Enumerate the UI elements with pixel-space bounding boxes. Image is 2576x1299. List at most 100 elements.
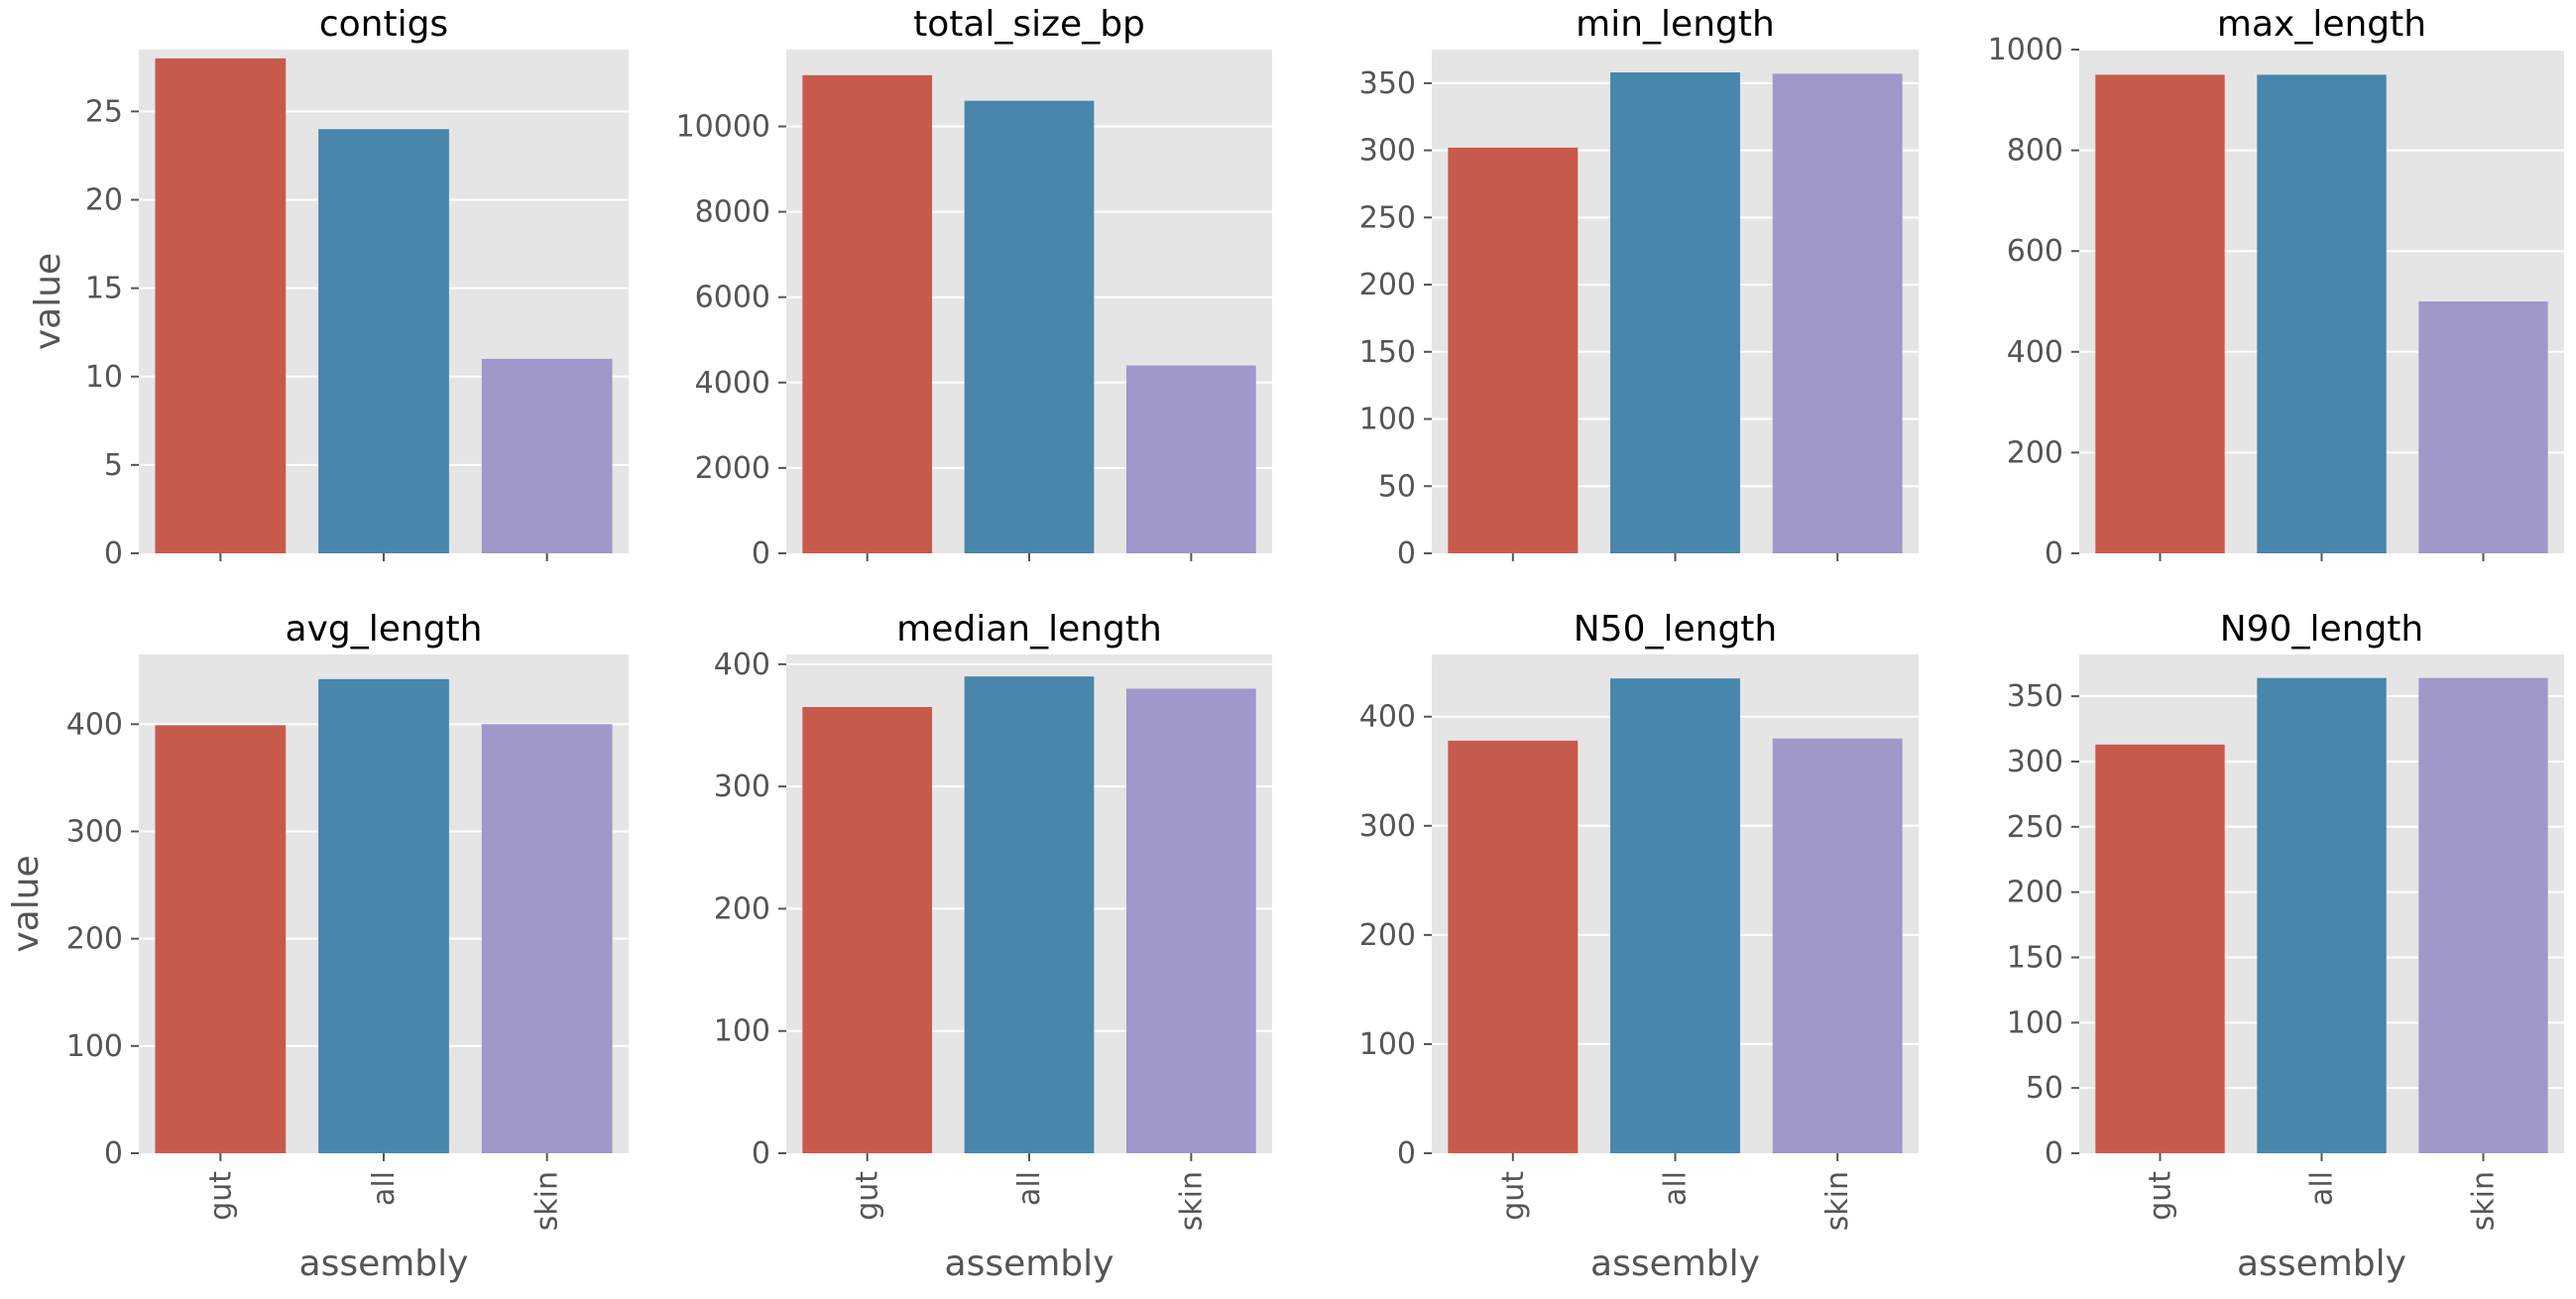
y-tick-label: 5 xyxy=(104,448,123,483)
bar-skin xyxy=(481,724,613,1153)
y-tick-label: 100 xyxy=(1359,1027,1416,1062)
x-tick-label: gut xyxy=(203,1171,238,1221)
y-tick-label: 0 xyxy=(752,1136,770,1171)
bar-all xyxy=(318,678,449,1153)
bar-all xyxy=(318,129,449,554)
y-tick-label: 50 xyxy=(1378,469,1416,504)
x-tick-label: gut xyxy=(1496,1171,1531,1221)
y-tick-label: 50 xyxy=(2026,1071,2063,1106)
y-tick-label: 20 xyxy=(85,183,123,218)
y-tick-label: 8000 xyxy=(695,195,770,230)
bar-all xyxy=(964,676,1095,1153)
y-tick-label: 150 xyxy=(2007,940,2063,975)
panel-title: max_length xyxy=(2217,4,2426,45)
panel-median_length: 0 100 200 300 400 gut all skin median_lengthasse… xyxy=(714,609,1272,1284)
y-tick-label: 0 xyxy=(752,536,770,571)
y-tick-label: 350 xyxy=(2007,679,2063,714)
bar-skin xyxy=(1126,365,1256,553)
bar-skin xyxy=(2418,677,2548,1153)
y-tick-label: 10000 xyxy=(676,109,770,144)
x-tick-label: all xyxy=(2305,1171,2340,1206)
y-tick-label: 350 xyxy=(1359,66,1416,101)
x-tick-label: all xyxy=(367,1171,402,1206)
bar-all xyxy=(1610,72,1740,554)
y-tick-label: 300 xyxy=(1359,134,1416,169)
y-tick-label: 0 xyxy=(1397,536,1416,571)
bar-skin xyxy=(1126,688,1256,1153)
bar-gut xyxy=(802,74,932,553)
bar-skin xyxy=(481,358,613,553)
y-tick-label: 400 xyxy=(1359,700,1416,735)
bar-skin xyxy=(1772,738,1903,1153)
x-tick-label: skin xyxy=(1820,1171,1855,1231)
bar-skin xyxy=(1772,73,1903,553)
x-tick-label: all xyxy=(1012,1171,1047,1206)
bar-gut xyxy=(2095,74,2225,554)
y-tick-label: 300 xyxy=(2007,745,2063,779)
y-tick-label: 0 xyxy=(104,536,123,571)
x-axis-label: assembly xyxy=(945,1243,1114,1284)
y-tick-label: 200 xyxy=(1359,918,1416,953)
panel-title: min_length xyxy=(1576,4,1775,45)
panel-title: contigs xyxy=(319,4,448,45)
y-tick-label: 600 xyxy=(2007,234,2063,269)
y-tick-label: 100 xyxy=(66,1029,123,1064)
y-tick-label: 300 xyxy=(1359,809,1416,844)
bar-gut xyxy=(1448,147,1579,553)
panel-total_size_bp: 0 2000 4000 6000 8000 10000 total_size_bp xyxy=(676,4,1272,571)
panel-contigs: 0 5 10 15 20 25 contigs value xyxy=(28,4,629,571)
y-tick-label: 100 xyxy=(1359,403,1416,437)
y-tick-label: 0 xyxy=(2045,536,2063,571)
bar-gut xyxy=(802,707,932,1153)
x-tick-label: skin xyxy=(530,1171,565,1231)
y-tick-label: 150 xyxy=(1359,335,1416,370)
y-tick-label: 250 xyxy=(2007,810,2063,845)
y-tick-label: 6000 xyxy=(695,281,770,315)
bar-gut xyxy=(155,725,287,1153)
y-tick-label: 15 xyxy=(85,272,123,306)
panel-N50_length: 0 100 200 300 400 gut all skin N50_lengthassembl… xyxy=(1359,609,1919,1284)
y-tick-label: 200 xyxy=(66,922,123,957)
y-tick-label: 0 xyxy=(1397,1136,1416,1171)
bar-gut xyxy=(1448,740,1579,1153)
y-tick-label: 10 xyxy=(85,360,123,395)
y-tick-label: 2000 xyxy=(695,451,770,486)
x-tick-label: gut xyxy=(851,1171,885,1221)
bar-all xyxy=(1610,678,1740,1153)
y-tick-label: 800 xyxy=(2007,134,2063,169)
y-tick-label: 200 xyxy=(2007,435,2063,470)
y-tick-label: 200 xyxy=(714,891,770,926)
panel-avg_length: 0 100 200 300 400 gut all skin avg_lengthassembl… xyxy=(6,609,629,1284)
bar-gut xyxy=(2095,744,2225,1153)
y-tick-label: 25 xyxy=(85,94,123,129)
y-tick-label: 200 xyxy=(2007,876,2063,910)
y-tick-label: 200 xyxy=(1359,268,1416,302)
x-tick-label: gut xyxy=(2144,1171,2178,1221)
y-tick-label: 0 xyxy=(2045,1136,2063,1171)
panel-title: avg_length xyxy=(286,609,483,650)
panel-N90_length: 0 50 100 150 200 250 300 350 gut all skin N90_lengt… xyxy=(2007,609,2564,1284)
y-tick-label: 1000 xyxy=(1988,33,2063,67)
panel-title: median_length xyxy=(896,609,1162,650)
y-tick-label: 300 xyxy=(714,769,770,804)
y-axis-label: value xyxy=(28,253,68,350)
bar-skin xyxy=(2418,301,2548,553)
y-tick-label: 400 xyxy=(2007,335,2063,370)
x-tick-label: all xyxy=(1659,1171,1694,1206)
panel-max_length: 0 200 400 600 800 1000 max_length xyxy=(1988,4,2564,571)
panel-title: N50_length xyxy=(1574,609,1778,650)
y-tick-label: 0 xyxy=(104,1136,123,1171)
bar-gut xyxy=(155,58,287,553)
y-tick-label: 400 xyxy=(714,648,770,682)
x-axis-label: assembly xyxy=(1590,1243,1760,1284)
y-tick-label: 100 xyxy=(2007,1005,2063,1040)
x-axis-label: assembly xyxy=(2237,1243,2406,1284)
panel-title: N90_length xyxy=(2220,609,2424,650)
y-axis-label: value xyxy=(6,855,47,952)
panel-min_length: 0 50 100 150 200 250 300 350 min_length xyxy=(1359,4,1919,571)
bar-all xyxy=(964,100,1095,554)
x-tick-label: skin xyxy=(2467,1171,2502,1231)
y-tick-label: 400 xyxy=(66,707,123,742)
y-tick-label: 300 xyxy=(66,814,123,849)
